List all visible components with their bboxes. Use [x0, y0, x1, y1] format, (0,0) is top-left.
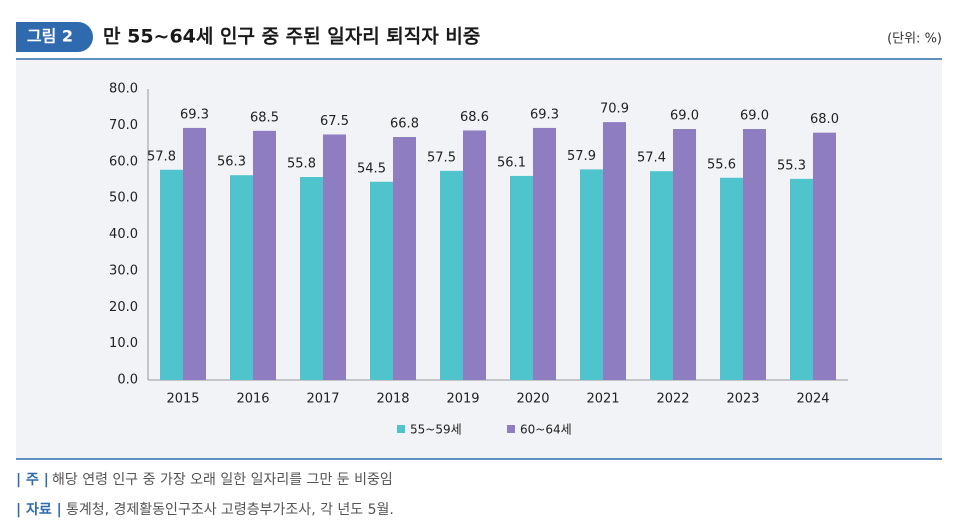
- bar: [160, 169, 183, 380]
- bar: [323, 134, 346, 380]
- bar: [580, 169, 603, 380]
- chart-title: 만 55~64세 인구 중 주된 일자리 퇴직자 비중: [103, 26, 480, 48]
- bar: [393, 137, 416, 380]
- x-tick-label: 2015: [166, 392, 199, 407]
- x-tick-label: 2018: [376, 392, 409, 407]
- y-tick-label: 80.0: [109, 82, 138, 97]
- x-tick-label: 2016: [236, 392, 269, 407]
- legend-swatch: [397, 425, 405, 433]
- value-label: 54.5: [357, 161, 386, 176]
- x-tick-label: 2021: [586, 392, 619, 407]
- note-text: 해당 연령 인구 중 가장 오래 일한 일자리를 그만 둔 비중임: [52, 472, 393, 488]
- x-tick-label: 2019: [446, 392, 479, 407]
- value-label: 69.0: [670, 109, 699, 124]
- bar: [533, 127, 556, 380]
- value-label: 69.0: [740, 109, 769, 124]
- bar: [603, 122, 626, 380]
- value-label: 68.5: [250, 110, 279, 125]
- source-label: | 자료 |: [16, 502, 62, 518]
- bar: [790, 178, 813, 380]
- legend-swatch: [507, 425, 515, 433]
- value-label: 68.6: [460, 110, 489, 125]
- value-label: 55.6: [707, 157, 736, 172]
- note-label: | 주 |: [16, 472, 49, 488]
- value-label: 69.3: [530, 107, 559, 122]
- value-label: 70.9: [600, 102, 629, 117]
- bar: [440, 170, 463, 380]
- x-tick-label: 2017: [306, 392, 339, 407]
- y-tick-label: 60.0: [109, 154, 138, 169]
- value-label: 57.4: [637, 151, 666, 166]
- y-tick-label: 10.0: [109, 336, 138, 351]
- value-label: 56.3: [217, 155, 246, 170]
- value-label: 57.9: [567, 149, 596, 164]
- legend-label: 55~59세: [410, 423, 462, 437]
- bar: [813, 132, 836, 380]
- source-text: 통계청, 경제활동인구조사 고령층부가조사, 각 년도 5월.: [66, 502, 394, 518]
- value-label: 69.3: [180, 107, 209, 122]
- bar: [183, 127, 206, 380]
- value-label: 55.3: [777, 158, 806, 173]
- value-label: 55.8: [287, 157, 316, 172]
- bar: [253, 130, 276, 380]
- bar: [510, 175, 533, 380]
- value-label: 68.0: [810, 112, 839, 127]
- y-tick-label: 20.0: [109, 300, 138, 315]
- x-tick-label: 2022: [656, 392, 689, 407]
- y-tick-label: 30.0: [109, 263, 138, 278]
- y-tick-label: 50.0: [109, 191, 138, 206]
- bar: [230, 175, 253, 380]
- bar: [743, 129, 766, 380]
- value-label: 56.1: [497, 155, 526, 170]
- x-tick-label: 2023: [726, 392, 759, 407]
- unit-label: (단위: %): [887, 32, 942, 47]
- value-label: 67.5: [320, 114, 349, 129]
- bar: [720, 177, 743, 380]
- value-label: 66.8: [390, 117, 419, 132]
- bar: [463, 130, 486, 380]
- x-tick-label: 2020: [516, 392, 549, 407]
- bar: [370, 181, 393, 380]
- value-label: 57.5: [427, 150, 456, 165]
- bar: [300, 177, 323, 380]
- y-tick-label: 70.0: [109, 118, 138, 133]
- x-tick-label: 2024: [796, 392, 829, 407]
- y-tick-label: 0.0: [117, 373, 138, 388]
- badge-text: 그림 2: [27, 27, 73, 46]
- bar: [650, 171, 673, 380]
- y-tick-label: 40.0: [109, 227, 138, 242]
- figure-badge: [16, 22, 93, 52]
- legend-label: 60~64세: [520, 423, 572, 437]
- bar: [673, 129, 696, 380]
- value-label: 57.8: [147, 149, 176, 164]
